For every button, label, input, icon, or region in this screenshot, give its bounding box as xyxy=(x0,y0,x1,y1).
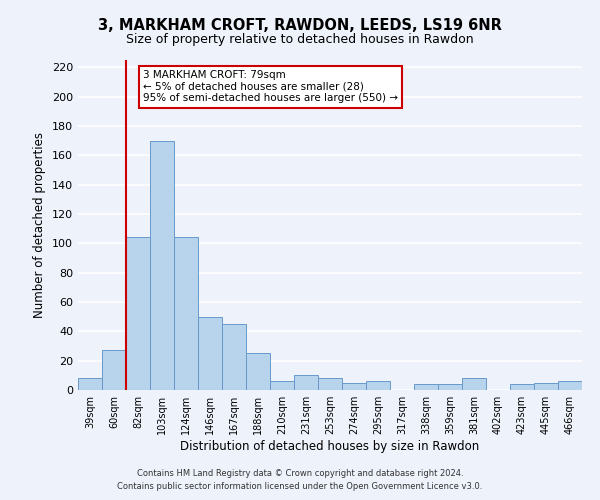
Text: Size of property relative to detached houses in Rawdon: Size of property relative to detached ho… xyxy=(126,32,474,46)
Bar xyxy=(510,384,534,390)
Bar xyxy=(126,238,150,390)
Bar xyxy=(294,376,318,390)
Bar xyxy=(414,384,438,390)
Text: Contains public sector information licensed under the Open Government Licence v3: Contains public sector information licen… xyxy=(118,482,482,491)
Bar xyxy=(222,324,246,390)
Bar xyxy=(318,378,342,390)
Text: 3, MARKHAM CROFT, RAWDON, LEEDS, LS19 6NR: 3, MARKHAM CROFT, RAWDON, LEEDS, LS19 6N… xyxy=(98,18,502,32)
Y-axis label: Number of detached properties: Number of detached properties xyxy=(34,132,46,318)
Bar xyxy=(558,381,582,390)
Bar xyxy=(174,238,198,390)
X-axis label: Distribution of detached houses by size in Rawdon: Distribution of detached houses by size … xyxy=(181,440,479,453)
Bar xyxy=(270,381,294,390)
Bar xyxy=(102,350,126,390)
Bar xyxy=(246,354,270,390)
Text: Contains HM Land Registry data © Crown copyright and database right 2024.: Contains HM Land Registry data © Crown c… xyxy=(137,468,463,477)
Bar xyxy=(342,382,366,390)
Bar xyxy=(462,378,486,390)
Bar xyxy=(534,382,558,390)
Bar xyxy=(198,316,222,390)
Bar xyxy=(150,140,174,390)
Bar xyxy=(78,378,102,390)
Text: 3 MARKHAM CROFT: 79sqm
← 5% of detached houses are smaller (28)
95% of semi-deta: 3 MARKHAM CROFT: 79sqm ← 5% of detached … xyxy=(143,70,398,104)
Bar xyxy=(438,384,462,390)
Bar xyxy=(366,381,390,390)
